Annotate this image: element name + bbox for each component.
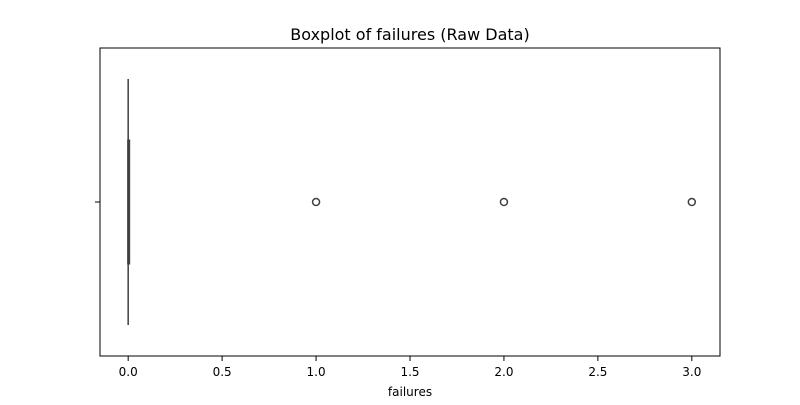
x-tick-label: 2.0 — [494, 365, 513, 379]
x-tick-label: 2.5 — [588, 365, 607, 379]
outlier-point — [499, 197, 509, 207]
x-tick-label: 0.5 — [213, 365, 232, 379]
x-axis-ticks: 0.0 0.5 1.0 1.5 2.0 2.5 3.0 — [119, 356, 701, 379]
x-tick-label: 3.0 — [682, 365, 701, 379]
outlier-point — [687, 197, 697, 207]
x-tick-label: 1.5 — [400, 365, 419, 379]
x-tick-label: 0.0 — [119, 365, 138, 379]
chart-title: Boxplot of failures (Raw Data) — [290, 25, 529, 44]
plot-frame — [99, 47, 721, 357]
boxplot-marks — [127, 79, 697, 325]
x-axis-label: failures — [388, 385, 432, 399]
outlier-point — [311, 197, 321, 207]
x-tick-label: 1.0 — [307, 365, 326, 379]
